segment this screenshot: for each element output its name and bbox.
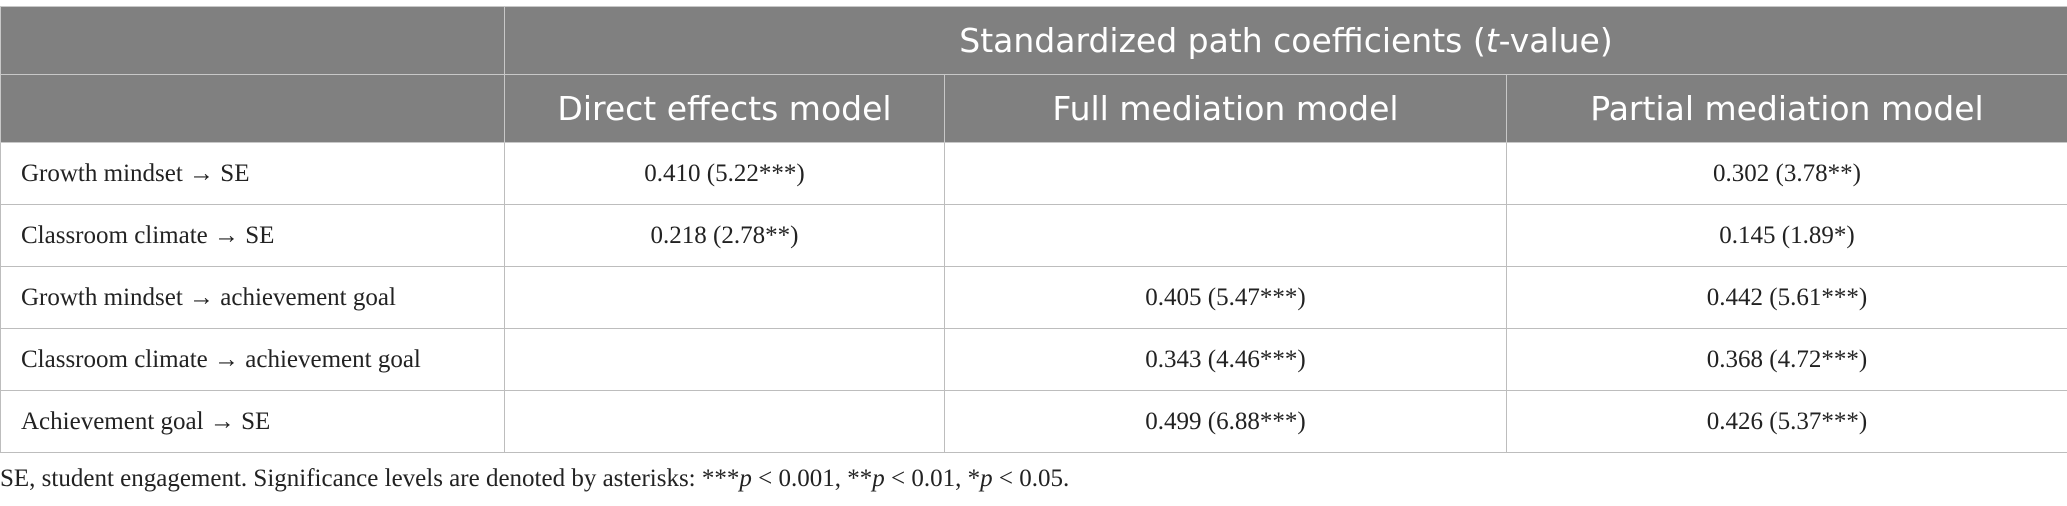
footnote: SE, student engagement. Significance lev…	[0, 465, 1069, 493]
corner-cell	[0, 74, 505, 143]
footnote-part: SE, student engagement. Significance lev…	[0, 465, 740, 492]
corner-cell	[0, 6, 505, 75]
column-header: Full mediation model	[944, 74, 1507, 143]
table-body: Growth mindset → SE 0.410 (5.22***) 0.302 …	[0, 142, 2067, 453]
cell: 0.405 (5.47***)	[944, 266, 1507, 329]
table-row: Classroom climate → SE 0.218 (2.78**) 0.14…	[0, 204, 2067, 267]
header-row: Standardized path coefficients (t-value)	[0, 6, 2067, 75]
span-header-part: -value)	[1498, 21, 1613, 60]
footnote-part: p	[872, 465, 885, 492]
cell	[504, 390, 945, 453]
footnote-part: p	[739, 465, 752, 492]
column-header: Direct effects model	[504, 74, 945, 143]
table-row: Growth mindset → achievement goal 0.405 (…	[0, 266, 2067, 329]
footnote-part: < 0.01, *	[884, 465, 981, 492]
cell: 0.499 (6.88***)	[944, 390, 1507, 453]
table-row: Classroom climate → achievement goal 0.34…	[0, 328, 2067, 391]
table-row: Growth mindset → SE 0.410 (5.22***) 0.302 …	[0, 142, 2067, 205]
footnote-part: < 0.001, **	[751, 465, 873, 492]
cell: 0.442 (5.61***)	[1505, 266, 2067, 329]
row-label: Growth mindset → SE	[0, 142, 505, 205]
row-label: Achievement goal → SE	[0, 390, 505, 453]
cell: 0.368 (4.72***)	[1505, 328, 2067, 391]
row-label: Growth mindset → achievement goal	[0, 266, 505, 329]
results-table: Standardized path coefficients (t-value)…	[0, 6, 2067, 453]
span-header-part: Standardized path coefficients (	[959, 21, 1486, 60]
cell: 0.410 (5.22***)	[504, 142, 945, 205]
span-header-part: t	[1485, 21, 1499, 60]
cell: 0.218 (2.78**)	[504, 204, 945, 267]
row-label: Classroom climate → achievement goal	[0, 328, 505, 391]
table-header: Standardized path coefficients (t-value)…	[0, 6, 2067, 143]
cell: 0.145 (1.89*)	[1505, 204, 2067, 267]
footnote-part: < 0.05.	[992, 465, 1070, 492]
span-header: Standardized path coefficients (t-value)	[503, 6, 2067, 75]
cell	[944, 204, 1507, 267]
cell	[944, 142, 1507, 205]
cell: 0.343 (4.46***)	[944, 328, 1507, 391]
row-label: Classroom climate → SE	[0, 204, 505, 267]
footnote-part: p	[980, 465, 993, 492]
cell: 0.426 (5.37***)	[1505, 390, 2067, 453]
table-row: Achievement goal → SE 0.499 (6.88***) 0.42…	[0, 390, 2067, 453]
cell: 0.302 (3.78**)	[1505, 142, 2067, 205]
cell	[504, 328, 945, 391]
cell	[504, 266, 945, 329]
column-header: Partial mediation model	[1505, 74, 2067, 143]
header-row: Direct effects model Full mediation model…	[0, 74, 2067, 143]
